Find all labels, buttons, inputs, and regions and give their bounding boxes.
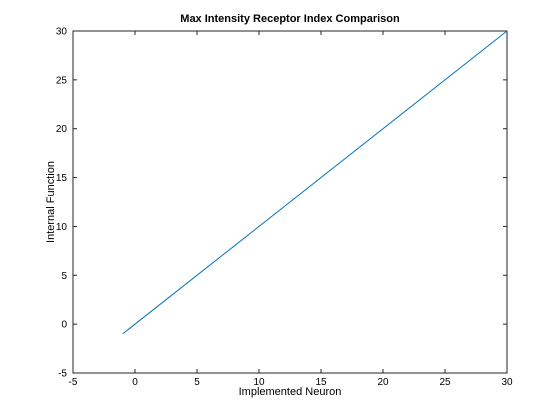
y-tick-label: 20 xyxy=(56,124,68,135)
y-tick-label: 5 xyxy=(61,271,67,282)
x-tick-label: -5 xyxy=(69,377,78,388)
y-tick-label: 25 xyxy=(56,75,68,86)
y-tick-label: 15 xyxy=(56,173,68,184)
y-axis-label: Internal Function xyxy=(45,161,57,243)
x-tick-label: 15 xyxy=(315,377,327,388)
y-axis-ticks: -5 0 5 10 15 20 25 30 xyxy=(56,27,507,380)
x-axis-label: Implemented Neuron xyxy=(239,386,342,398)
x-axis-ticks: -5 0 5 10 15 20 25 30 xyxy=(69,31,513,388)
x-tick-label: 30 xyxy=(501,377,513,388)
y-tick-label: -5 xyxy=(58,369,67,380)
x-tick-label: 0 xyxy=(132,377,138,388)
x-tick-label: 25 xyxy=(439,377,451,388)
x-tick-label: 5 xyxy=(194,377,200,388)
y-tick-label: 10 xyxy=(56,222,68,233)
y-tick-label: 30 xyxy=(56,27,68,38)
x-tick-label: 10 xyxy=(253,377,265,388)
chart-title: Max Intensity Receptor Index Comparison xyxy=(180,13,400,25)
x-tick-label: 20 xyxy=(377,377,389,388)
series-layer xyxy=(122,30,508,335)
y-tick-label: 0 xyxy=(61,320,67,331)
series-line xyxy=(122,30,508,335)
